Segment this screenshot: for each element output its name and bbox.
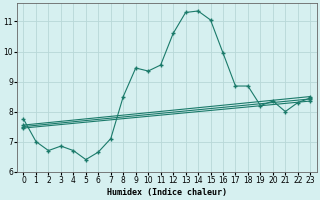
X-axis label: Humidex (Indice chaleur): Humidex (Indice chaleur) xyxy=(107,188,227,197)
